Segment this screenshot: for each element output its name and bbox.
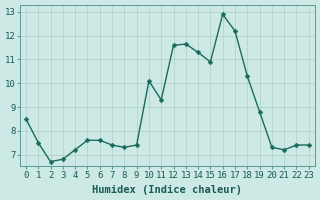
X-axis label: Humidex (Indice chaleur): Humidex (Indice chaleur) — [92, 185, 242, 195]
